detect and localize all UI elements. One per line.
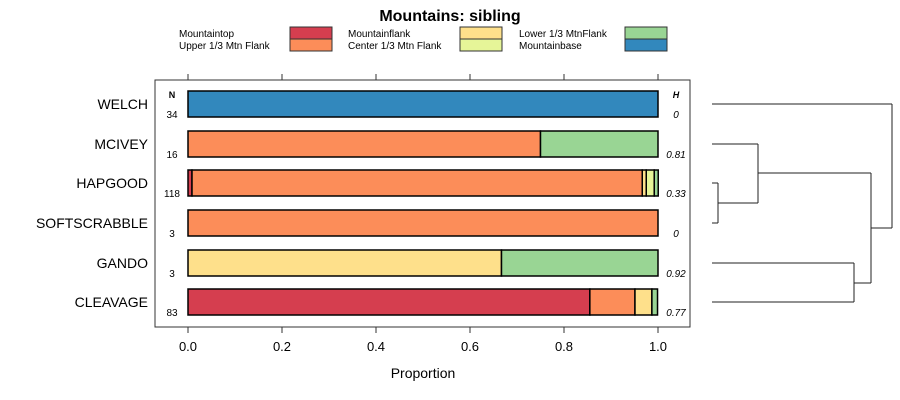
chart-title: Mountains: sibling bbox=[379, 8, 520, 25]
h-value: 0.81 bbox=[666, 150, 685, 161]
legend-swatch bbox=[289, 26, 333, 40]
bar-segment-upper-1-3-mtn-flank bbox=[589, 288, 636, 316]
category-label: CLEAVAGE bbox=[75, 294, 148, 310]
bars: WELCH 34 0 MCIVEY 16 0.81 HAPGOOD 118 0.33 SOFTSC… bbox=[36, 90, 686, 319]
category-label: SOFTSCRABBLE bbox=[36, 215, 148, 231]
legend-swatch bbox=[459, 38, 503, 52]
legend-swatch bbox=[624, 26, 668, 40]
n-header: N bbox=[169, 90, 176, 100]
category-label: MCIVEY bbox=[94, 136, 148, 152]
n-value: 3 bbox=[169, 269, 175, 280]
legend-label: Lower 1/3 MtnFlank bbox=[519, 29, 608, 40]
bar-segment-upper-1-3-mtn-flank bbox=[187, 130, 542, 158]
category-label: GANDO bbox=[97, 255, 148, 271]
n-value: 118 bbox=[164, 189, 180, 200]
bar-segment-lower-1-3-mtnflank bbox=[651, 288, 659, 316]
bar-segment-lower-1-3-mtnflank bbox=[539, 130, 659, 158]
h-header: H bbox=[673, 90, 680, 100]
x-tick-label: 1.0 bbox=[649, 339, 667, 354]
x-tick-label: 0.2 bbox=[273, 339, 291, 354]
bar-segment-mountaintop bbox=[187, 288, 591, 316]
h-value: 0.77 bbox=[666, 308, 686, 319]
x-tick-label: 0.8 bbox=[555, 339, 573, 354]
x-tick-label: 0.0 bbox=[179, 339, 197, 354]
h-value: 0.92 bbox=[666, 269, 686, 280]
bar-segment-center-1-3-mtn-flank bbox=[645, 169, 655, 197]
legend-swatch bbox=[459, 26, 503, 40]
bar-segment-mountainbase bbox=[187, 90, 659, 118]
bar-segment-lower-1-3-mtnflank bbox=[653, 169, 659, 197]
h-value: 0.33 bbox=[666, 189, 686, 200]
legend-label: Mountaintop bbox=[179, 29, 234, 40]
h-value: 0 bbox=[673, 229, 679, 240]
n-value: 83 bbox=[166, 308, 178, 319]
bar-segment-lower-1-3-mtnflank bbox=[500, 249, 659, 277]
x-tick-label: 0.4 bbox=[367, 339, 385, 354]
bar-segment-mountainflank bbox=[634, 288, 653, 316]
bar-segment-upper-1-3-mtn-flank bbox=[191, 169, 644, 197]
legend-label: Mountainbase bbox=[519, 41, 582, 52]
legend-swatch bbox=[289, 38, 333, 52]
x-axis-label: Proportion bbox=[391, 365, 456, 381]
h-value: 0 bbox=[673, 110, 679, 121]
legend-label: Center 1/3 Mtn Flank bbox=[348, 41, 442, 52]
x-tick-label: 0.6 bbox=[461, 339, 479, 354]
legend-swatch bbox=[624, 38, 668, 52]
n-value: 3 bbox=[169, 229, 175, 240]
n-value: 16 bbox=[166, 150, 178, 161]
dendrogram bbox=[712, 103, 893, 303]
legend-label: Upper 1/3 Mtn Flank bbox=[179, 41, 271, 52]
plot-frame bbox=[154, 79, 691, 328]
bar-segment-upper-1-3-mtn-flank bbox=[187, 209, 659, 237]
n-value: 34 bbox=[166, 110, 178, 121]
category-label: HAPGOOD bbox=[76, 175, 148, 191]
legend-label: Mountainflank bbox=[348, 29, 411, 40]
bar-segment-mountainflank bbox=[187, 249, 503, 277]
category-label: WELCH bbox=[97, 96, 148, 112]
x-axis: 0.0 0.2 0.4 0.6 0.8 1.0 bbox=[179, 74, 667, 354]
